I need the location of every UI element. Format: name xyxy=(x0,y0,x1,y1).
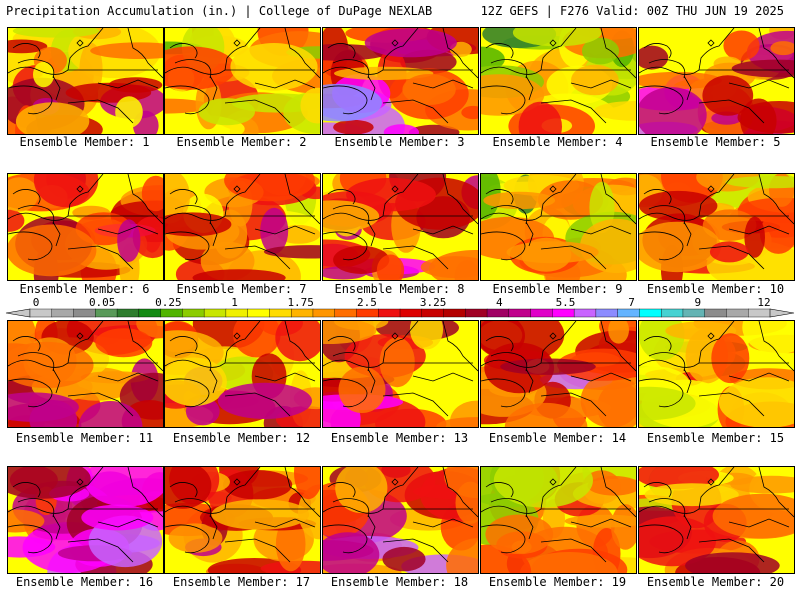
legend-tick-label: 1.75 xyxy=(287,296,314,309)
ensemble-member-label: Ensemble Member: 17 xyxy=(172,575,311,589)
legend-swatch xyxy=(639,308,662,318)
legend-swatch xyxy=(421,308,445,318)
ensemble-member-label: Ensemble Member: 5 xyxy=(650,135,781,149)
ensemble-panel-2 xyxy=(164,27,321,135)
legend-left-arrow xyxy=(5,308,31,318)
legend-swatch xyxy=(29,308,53,318)
ensemble-panel-3 xyxy=(322,27,479,135)
legend-tick-label: 9 xyxy=(694,296,702,309)
legend-swatch xyxy=(682,308,706,318)
ensemble-panel-11 xyxy=(7,320,164,428)
ensemble-member-label: Ensemble Member: 12 xyxy=(172,431,311,445)
ensemble-panel-12 xyxy=(164,320,321,428)
ensemble-member-label: Ensemble Member: 9 xyxy=(492,282,623,296)
legend-swatch xyxy=(552,308,575,318)
ensemble-panel-7 xyxy=(164,173,321,281)
legend-swatch xyxy=(530,308,553,318)
legend-swatch xyxy=(203,308,227,318)
legend-swatch xyxy=(748,308,771,318)
legend-swatch xyxy=(247,308,270,318)
legend-swatch xyxy=(465,308,488,318)
legend-tick-label: 5.5 xyxy=(555,296,576,309)
ensemble-member-label: Ensemble Member: 4 xyxy=(492,135,623,149)
legend-swatch xyxy=(356,308,379,318)
ensemble-panel-16 xyxy=(7,466,164,574)
ensemble-member-label: Ensemble Member: 8 xyxy=(334,282,465,296)
legend-tick-label: 7 xyxy=(628,296,635,309)
legend-swatch xyxy=(73,308,96,318)
legend-swatch xyxy=(51,308,75,318)
ensemble-member-label: Ensemble Member: 16 xyxy=(15,575,154,589)
legend-swatch xyxy=(182,308,205,318)
legend-tick-label: 4 xyxy=(495,296,503,309)
legend-swatch xyxy=(334,308,357,318)
ensemble-member-label: Ensemble Member: 6 xyxy=(19,282,150,296)
ensemble-member-label: Ensemble Member: 2 xyxy=(176,135,307,149)
legend-swatch xyxy=(704,308,727,318)
ensemble-panel-6 xyxy=(7,173,164,281)
ensemble-panel-4 xyxy=(480,27,637,135)
legend-tick-label: 0.05 xyxy=(88,296,116,309)
ensemble-member-label: Ensemble Member: 18 xyxy=(330,575,469,589)
ensemble-member-label: Ensemble Member: 7 xyxy=(176,282,307,296)
legend-tick-label: 0 xyxy=(32,296,40,309)
ensemble-member-label: Ensemble Member: 15 xyxy=(646,431,785,445)
ensemble-panel-5 xyxy=(638,27,795,135)
ensemble-member-label: Ensemble Member: 3 xyxy=(334,135,465,149)
legend-swatch xyxy=(116,308,140,318)
ensemble-panel-18 xyxy=(322,466,479,574)
legend-swatch xyxy=(138,308,162,318)
legend-swatch xyxy=(573,308,597,318)
legend-swatch xyxy=(508,308,532,318)
legend-swatch xyxy=(595,308,619,318)
legend-swatch xyxy=(225,308,249,318)
legend-tick-label: 3.25 xyxy=(419,296,447,309)
legend-swatch xyxy=(617,308,640,318)
color-scale-legend xyxy=(5,308,795,318)
legend-swatch xyxy=(726,308,749,318)
legend-swatch xyxy=(160,308,183,318)
legend-swatch xyxy=(399,308,423,318)
legend-tick-label: 0.25 xyxy=(155,296,182,309)
legend-swatch xyxy=(312,308,336,318)
header-title: Precipitation Accumulation (in.) | Colle… xyxy=(6,4,433,18)
ensemble-panel-8 xyxy=(322,173,479,281)
legend-swatch xyxy=(486,308,510,318)
legend-right-arrow xyxy=(769,308,795,318)
legend-tick-label: 1 xyxy=(231,296,238,309)
ensemble-member-label: Ensemble Member: 13 xyxy=(330,431,469,445)
ensemble-panel-13 xyxy=(322,320,479,428)
legend-swatch xyxy=(443,308,466,318)
ensemble-member-label: Ensemble Member: 10 xyxy=(646,282,785,296)
ensemble-panel-1 xyxy=(7,27,164,135)
ensemble-member-label: Ensemble Member: 11 xyxy=(15,431,154,445)
ensemble-panel-14 xyxy=(480,320,637,428)
ensemble-panel-19 xyxy=(480,466,637,574)
ensemble-panel-10 xyxy=(638,173,795,281)
header-run-info: 12Z GEFS | F276 Valid: 00Z THU JUN 19 20… xyxy=(480,4,784,18)
legend-swatch xyxy=(378,308,401,318)
legend-tick-label: 12 xyxy=(757,296,771,309)
ensemble-panel-15 xyxy=(638,320,795,428)
legend-tick-label: 2.5 xyxy=(356,296,377,309)
ensemble-panel-9 xyxy=(480,173,637,281)
legend-swatch xyxy=(290,308,314,318)
legend-swatch xyxy=(95,308,118,318)
ensemble-panel-17 xyxy=(164,466,321,574)
legend-swatch xyxy=(269,308,292,318)
ensemble-member-label: Ensemble Member: 14 xyxy=(488,431,627,445)
ensemble-member-label: Ensemble Member: 1 xyxy=(19,135,150,149)
ensemble-member-label: Ensemble Member: 20 xyxy=(646,575,785,589)
ensemble-member-label: Ensemble Member: 19 xyxy=(488,575,627,589)
legend-swatch xyxy=(660,308,684,318)
ensemble-panel-20 xyxy=(638,466,795,574)
